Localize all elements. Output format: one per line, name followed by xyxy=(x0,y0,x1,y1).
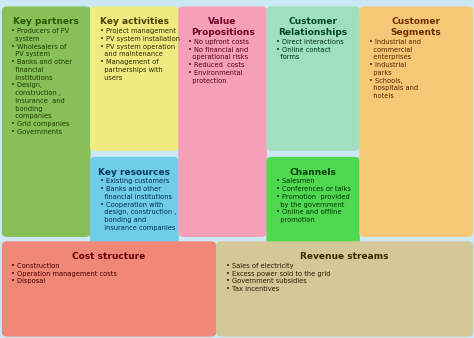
Text: • No upfront costs
• No financial and
  operational risks
• Reduced  costs
• Env: • No upfront costs • No financial and op… xyxy=(188,39,249,83)
FancyBboxPatch shape xyxy=(359,6,473,237)
Text: Customer
Relationships: Customer Relationships xyxy=(279,17,347,37)
FancyBboxPatch shape xyxy=(178,6,267,237)
Text: Key activities: Key activities xyxy=(100,17,169,26)
Text: • Salesmen
• Conferences or talks
• Promotion  provided
  by the government
• On: • Salesmen • Conferences or talks • Prom… xyxy=(276,178,351,223)
FancyBboxPatch shape xyxy=(2,6,91,237)
Text: Revenue streams: Revenue streams xyxy=(301,252,389,261)
Text: • Direct interactions
• Online contact
  forms: • Direct interactions • Online contact f… xyxy=(276,39,344,61)
Text: • Project management
• PV system installation
• PV system operation
  and mainte: • Project management • PV system install… xyxy=(100,28,180,80)
Text: • Industrial and
  commercial
  enterprises
• Industrial
  parks
• Schools,
  ho: • Industrial and commercial enterprises … xyxy=(369,39,421,99)
Text: • Existing customers
• Banks and other
  financial institutions
• Cooperation wi: • Existing customers • Banks and other f… xyxy=(100,178,176,231)
FancyBboxPatch shape xyxy=(2,241,216,337)
Text: Customer
Segments: Customer Segments xyxy=(391,17,442,37)
FancyBboxPatch shape xyxy=(266,6,360,151)
Text: Key resources: Key resources xyxy=(99,168,170,177)
Text: • Producers of PV
  system
• Wholesalers of
  PV system
• Banks and other
  fina: • Producers of PV system • Wholesalers o… xyxy=(11,28,73,135)
Text: Value
Propositions: Value Propositions xyxy=(191,17,255,37)
FancyBboxPatch shape xyxy=(90,6,179,151)
FancyBboxPatch shape xyxy=(266,157,360,301)
FancyBboxPatch shape xyxy=(90,157,179,301)
FancyBboxPatch shape xyxy=(216,241,473,337)
Text: Channels: Channels xyxy=(290,168,337,177)
Text: • Sales of electricity
• Excess power sold to the grid
• Government subsidies
• : • Sales of electricity • Excess power so… xyxy=(226,263,330,292)
Text: • Construction
• Operation management costs
• Disposal: • Construction • Operation management co… xyxy=(11,263,117,285)
Text: Cost structure: Cost structure xyxy=(73,252,146,261)
Text: Key partners: Key partners xyxy=(13,17,79,26)
